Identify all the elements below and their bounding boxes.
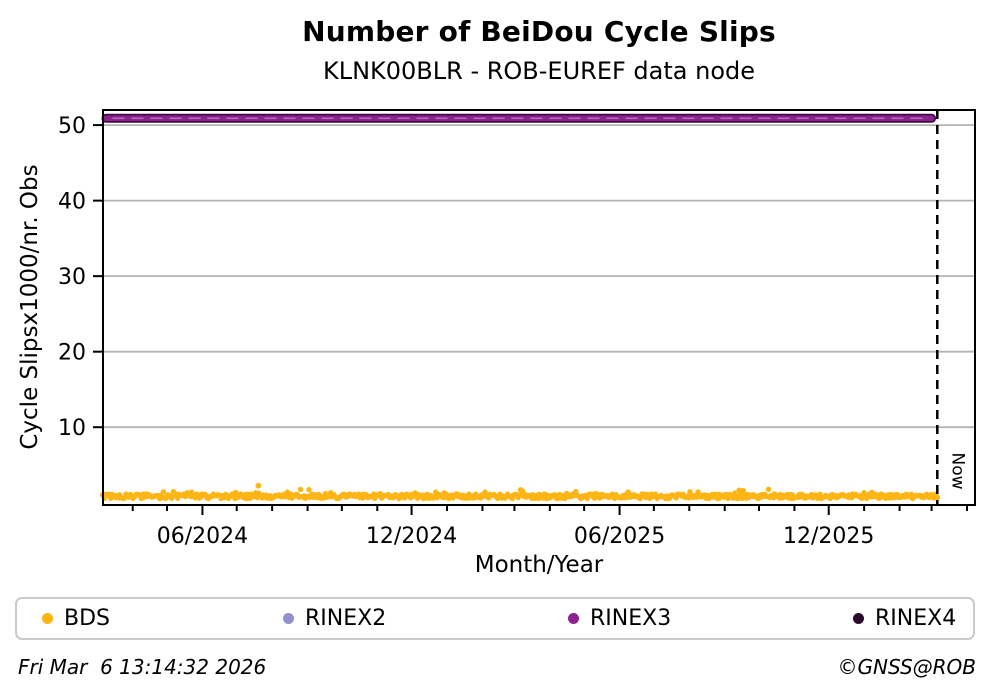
legend-label-bds: BDS <box>64 606 110 631</box>
rinex2-marker-icon <box>283 613 294 624</box>
legend-item-bds: BDS <box>42 599 110 638</box>
legend-item-rinex4: RINEX4 <box>853 599 956 638</box>
axis-ticks <box>93 124 968 515</box>
x-tick-label: 12/2025 <box>783 524 874 549</box>
tick-labels: 10 20 30 40 50 06/2024 12/2024 06/2025 12/2025 <box>58 114 874 549</box>
render-timestamp: Fri Mar 6 13:14:32 2026 <box>18 655 267 679</box>
x-tick-label: 12/2024 <box>366 524 457 549</box>
bds-marker-icon <box>42 613 53 624</box>
bds-scatter <box>99 482 941 502</box>
rinex4-marker-icon <box>853 613 864 624</box>
chart-subtitle: KLNK00BLR - ROB-EUREF data node <box>322 57 756 85</box>
y-tick-label: 10 <box>58 416 86 441</box>
now-label: Now <box>947 452 967 489</box>
y-tick-label: 50 <box>58 114 86 139</box>
bds-outlier-point <box>255 482 262 489</box>
legend-item-rinex2: RINEX2 <box>283 599 386 638</box>
legend-box: BDS RINEX2 RINEX3 RINEX4 <box>15 597 975 640</box>
y-tick-label: 40 <box>58 190 86 215</box>
legend-label-rinex4: RINEX4 <box>875 606 957 631</box>
plot-border <box>102 109 976 506</box>
x-tick-label: 06/2024 <box>157 524 248 549</box>
legend-label-rinex3: RINEX3 <box>590 606 672 631</box>
x-tick-label: 06/2025 <box>574 524 665 549</box>
rinex3-marker-icon <box>568 613 579 624</box>
plot-area: 10 20 30 40 50 06/2024 12/2024 06/2025 12/2025 No… <box>58 109 976 549</box>
y-tick-label: 20 <box>58 341 86 366</box>
legend-label-rinex2: RINEX2 <box>305 606 387 631</box>
copyright-credit: ©GNSS@ROB <box>837 655 977 679</box>
x-axis-label: Month/Year <box>474 552 604 578</box>
chart-title: Number of BeiDou Cycle Slips <box>302 15 776 48</box>
y-tick-label: 30 <box>58 265 86 290</box>
legend-item-rinex3: RINEX3 <box>568 599 671 638</box>
gridlines <box>103 124 975 429</box>
